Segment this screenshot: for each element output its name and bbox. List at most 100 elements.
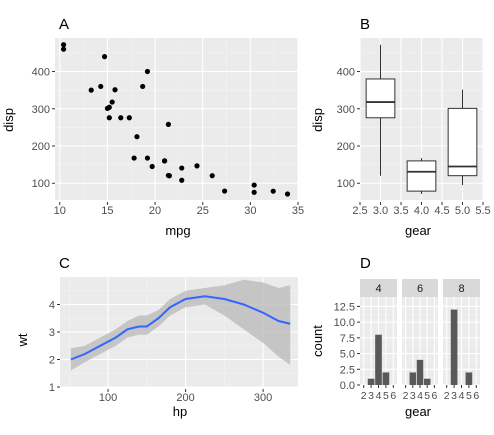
- panel-d-xtick-label: 2: [444, 390, 450, 402]
- panel-a-xtick-label: 15: [101, 205, 113, 217]
- panel-a-point: [104, 105, 111, 111]
- panel-b-tag: B: [360, 16, 370, 33]
- panel-d-ytick-label: 5.0: [340, 349, 355, 361]
- panel-a-xtick-label: 10: [54, 205, 66, 217]
- panel-b-xtick-label: 4.5: [434, 205, 449, 217]
- panel-c-xtick-label: 300: [254, 392, 272, 404]
- panel-c-ytick-label: 1: [49, 382, 55, 394]
- panel-a-point: [88, 87, 94, 93]
- panel-b-box: [447, 107, 478, 177]
- panel-d-xtick-label: 4: [376, 390, 382, 402]
- panel-d-xtick-label: 5: [424, 390, 430, 402]
- panel-a-point: [98, 83, 104, 90]
- panel-d-xtick-label: 2: [361, 390, 367, 402]
- panel-b-xlabel: gear: [405, 223, 432, 238]
- panel-a-point: [161, 158, 168, 164]
- panel-c-ytick-label: 2: [49, 355, 55, 367]
- panel-d-xtick-label: 3: [410, 390, 416, 402]
- panel-a-point: [144, 68, 151, 75]
- panel-a-point: [101, 54, 108, 60]
- panel-d-xtick-label: 3: [368, 390, 374, 402]
- panel-a-ytick-label: 300: [32, 104, 50, 116]
- panel-a-point: [165, 172, 171, 179]
- panel-d-facet-strip: [402, 279, 438, 297]
- panel-a-background: [55, 38, 298, 200]
- panel-a-point: [126, 115, 132, 121]
- panel-d-facet-strip: [443, 279, 480, 297]
- panel-d-ytick-label: 0.0: [340, 380, 355, 392]
- panel-d-ytick-label: 7.5: [340, 333, 355, 345]
- panel-d-bar: [409, 372, 417, 385]
- panel-d-bar: [416, 359, 424, 385]
- panel-a-tag: A: [59, 16, 69, 33]
- panel-b-ytick-label: 100: [337, 178, 355, 190]
- panel-c-tag: C: [59, 255, 70, 272]
- panel-d-tag: D: [360, 255, 371, 272]
- panel-c-xtick-label: 200: [176, 392, 194, 404]
- panel-a-xtick-label: 25: [197, 205, 209, 217]
- panel-d-ytick-label: 12.5: [334, 301, 355, 313]
- panel-c-ytick-label: 3: [49, 327, 55, 339]
- panel-a-ylabel: disp: [1, 108, 16, 132]
- panel-a-xtick-label: 20: [149, 205, 161, 217]
- panel-d-ytick-label: 10.0: [334, 317, 355, 329]
- panel-b-box: [406, 160, 437, 192]
- panel-a-point: [131, 155, 137, 161]
- panel-a-point: [179, 165, 185, 171]
- panel-d-xtick-label: 5: [383, 390, 389, 402]
- panel-c-smooth-line: [70, 295, 291, 361]
- panel-a-xtick-label: 30: [244, 205, 256, 217]
- panel-a-point: [194, 163, 200, 169]
- panel-b-xtick-label: 3.5: [393, 205, 408, 217]
- panel-b-xtick-label: 5.0: [455, 205, 470, 217]
- panel-b-xtick-label: 4.0: [414, 205, 429, 217]
- panel-b-ytick-label: 200: [337, 141, 355, 153]
- panel-d-xtick-label: 4: [417, 390, 423, 402]
- panel-b-xtick-label: 5.5: [475, 205, 490, 217]
- panel-d-xtick-label: 3: [451, 390, 457, 402]
- panel-d-xtick-label: 2: [403, 390, 409, 402]
- panel-a-point: [251, 189, 257, 195]
- panel-a-xtick-label: 35: [292, 205, 304, 217]
- panel-a-point: [134, 134, 140, 140]
- panel-a-point: [284, 191, 291, 197]
- panel-a-point: [179, 177, 185, 183]
- panel-a-point: [144, 155, 151, 161]
- panel-a-point: [106, 115, 112, 121]
- panel-a-point: [140, 83, 146, 90]
- panel-a-xlabel: mpg: [165, 223, 190, 238]
- panel-a-point: [109, 99, 115, 105]
- panel-d-xtick-label: 5: [466, 390, 472, 402]
- panel-d-bar: [423, 378, 431, 385]
- panel-a-point: [270, 188, 276, 194]
- panel-a-point: [165, 121, 171, 127]
- panel-d-facet-label: 4: [375, 283, 381, 295]
- panel-b-box: [365, 78, 396, 119]
- panel-d-xlabel: gear: [405, 404, 432, 419]
- panel-a-point: [251, 182, 257, 188]
- panel-d-bar: [382, 372, 390, 385]
- panel-d-bar: [465, 372, 473, 385]
- panel-b-ytick-label: 400: [337, 67, 355, 79]
- panel-a-ytick-label: 200: [32, 141, 50, 153]
- panel-a-point: [209, 173, 215, 179]
- panel-b-ytick-label: 300: [337, 104, 355, 116]
- panel-d-facet-label: 8: [458, 283, 464, 295]
- panel-c-ytick-label: 4: [49, 300, 55, 312]
- panel-d-xtick-label: 4: [459, 390, 465, 402]
- panel-d-facet-strip: [360, 279, 397, 297]
- panel-a-point: [118, 115, 124, 121]
- panel-d-ytick-label: 2.5: [340, 364, 355, 376]
- panel-d-xtick-label: 6: [431, 390, 437, 402]
- panel-d-xtick-label: 6: [390, 390, 396, 402]
- panel-c-xlabel: hp: [173, 404, 187, 419]
- panel-a-point: [60, 42, 67, 48]
- panel-a-point: [112, 87, 118, 93]
- panel-c-ylabel: wt: [15, 333, 30, 347]
- panel-d-bar: [367, 378, 375, 385]
- panel-a-point: [149, 163, 155, 170]
- panel-c-xtick-label: 100: [99, 392, 117, 404]
- panel-d-facet-label: 6: [417, 283, 423, 295]
- panel-a-ytick-label: 400: [32, 67, 50, 79]
